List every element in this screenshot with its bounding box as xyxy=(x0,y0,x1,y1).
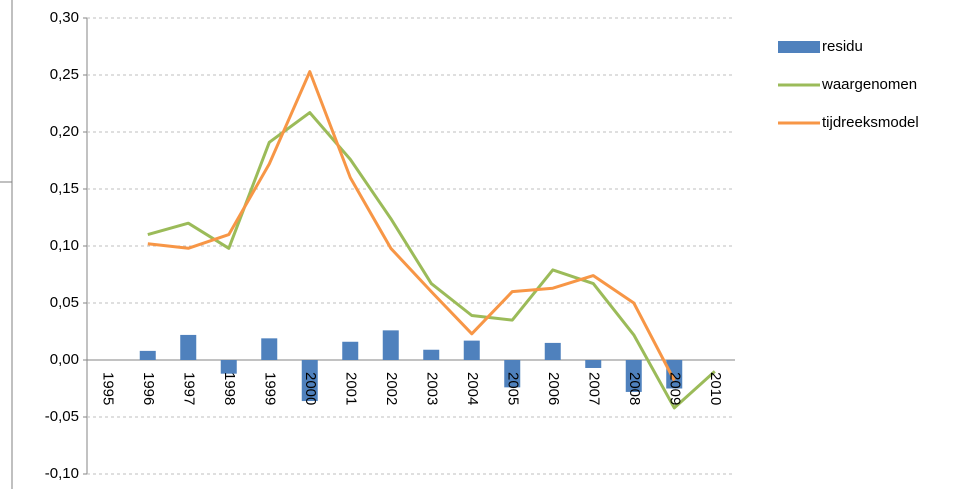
x-tick-label: 2006 xyxy=(545,372,562,405)
y-tick-label: -0,05 xyxy=(45,408,79,425)
bar xyxy=(666,360,683,389)
x-tick-label: 2005 xyxy=(504,372,521,405)
x-tick-label: 2004 xyxy=(464,372,481,405)
bar xyxy=(625,360,642,392)
x-tick-label: 1995 xyxy=(99,372,116,405)
bar xyxy=(180,334,197,360)
y-tick-label: 0,30 xyxy=(50,9,79,26)
y-tick-label: 0,15 xyxy=(50,180,79,197)
bar xyxy=(220,360,237,374)
x-tick-label: 2000 xyxy=(302,372,319,405)
x-tick-label: 2003 xyxy=(423,372,440,405)
legend-label: waargenomen xyxy=(821,76,917,93)
x-tick-label: 1997 xyxy=(180,372,197,405)
bar xyxy=(139,350,156,360)
x-tick-label: 2001 xyxy=(342,372,359,405)
bar xyxy=(544,342,561,360)
x-tick-label: 2007 xyxy=(585,372,602,405)
x-tick-label: 1996 xyxy=(140,372,157,405)
bar xyxy=(504,360,521,388)
bar xyxy=(261,338,278,360)
x-tick-label: 2008 xyxy=(626,372,643,405)
y-tick-label: 0,00 xyxy=(50,351,79,368)
y-tick-label: 0,20 xyxy=(50,123,79,140)
x-tick-label: 1999 xyxy=(261,372,278,405)
bar xyxy=(382,330,399,360)
x-tick-label: 2010 xyxy=(707,372,724,405)
line xyxy=(147,70,676,382)
bar xyxy=(585,360,602,368)
x-tick-label: 2009 xyxy=(666,372,683,405)
y-tick-label: 0,10 xyxy=(50,237,79,254)
bar xyxy=(423,349,440,360)
y-tick-label: 0,05 xyxy=(50,294,79,311)
y-tick-label: 0,25 xyxy=(50,66,79,83)
bar xyxy=(301,360,318,402)
x-tick-label: 2002 xyxy=(383,372,400,405)
legend-swatch xyxy=(778,41,820,53)
bar xyxy=(463,340,480,360)
y-tick-label: -0,10 xyxy=(45,465,79,482)
legend-label: tijdreeksmodel xyxy=(822,114,919,131)
x-tick-label: 1998 xyxy=(221,372,238,405)
bar xyxy=(342,341,359,360)
legend-label: residu xyxy=(822,38,863,55)
